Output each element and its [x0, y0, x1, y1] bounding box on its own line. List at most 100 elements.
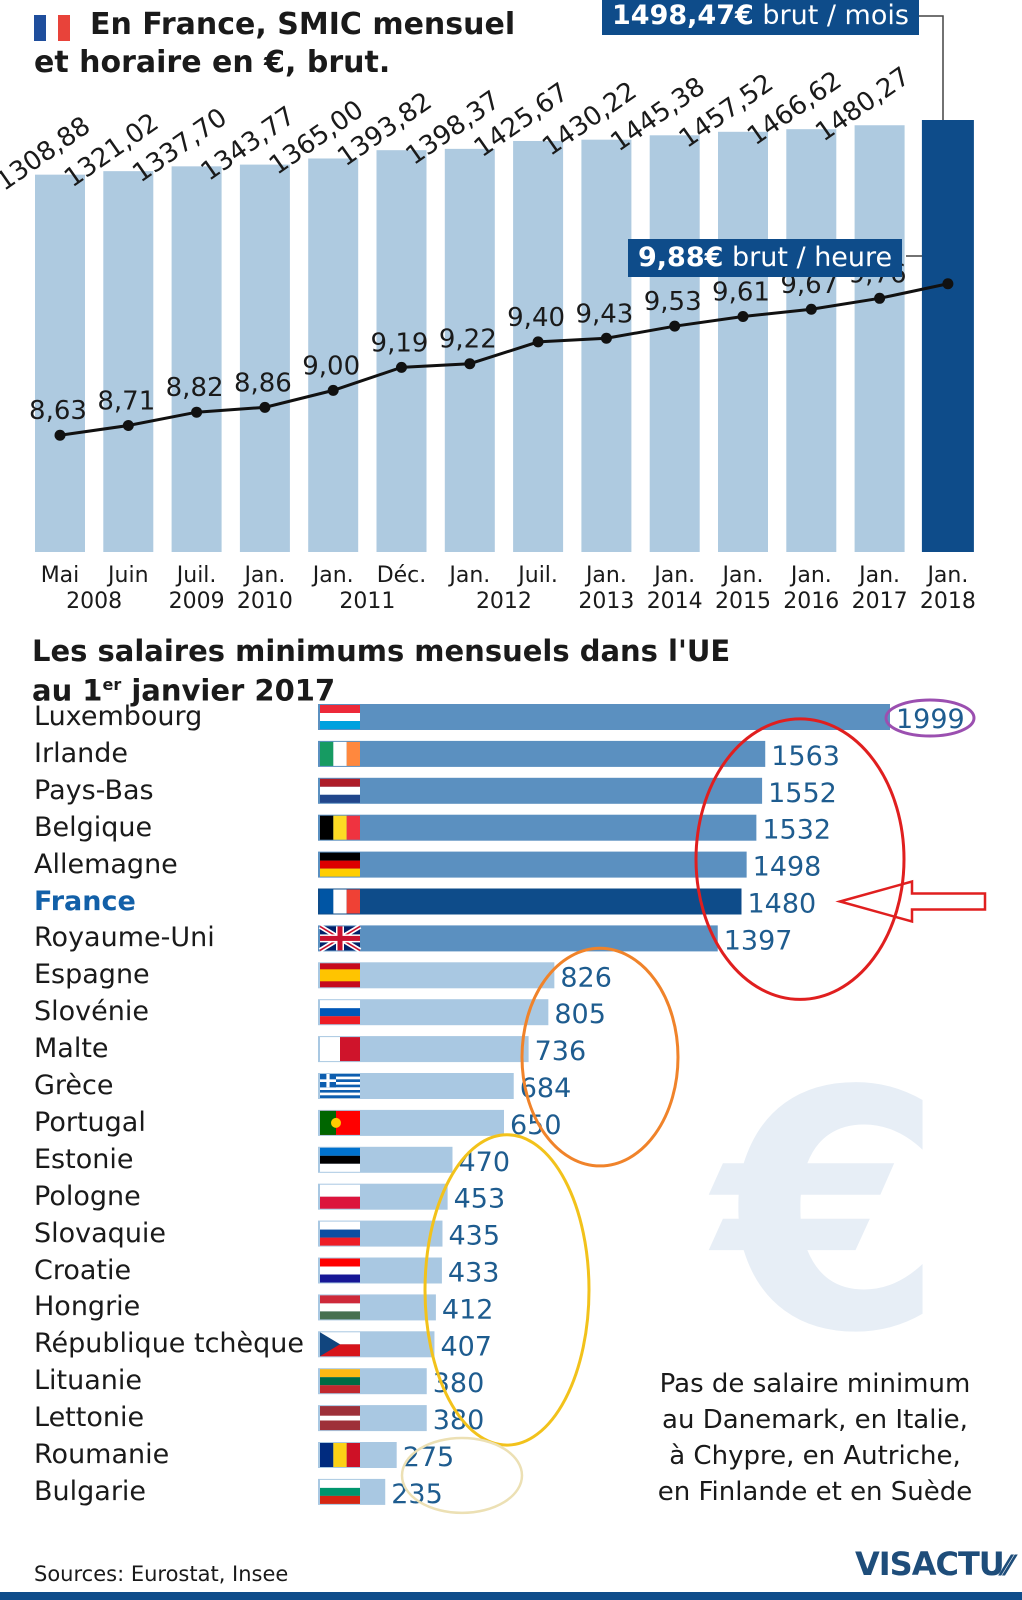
flag-stripe-red — [58, 15, 70, 41]
flag-stripe — [320, 969, 360, 982]
x-month-label: Jan. — [311, 563, 354, 588]
eu-country-label: Slovaquie — [34, 1217, 167, 1249]
smic-chart: 1308,881321,021337,701343,771365,001393,… — [0, 15, 976, 614]
eu-country-label: Malte — [34, 1033, 109, 1065]
flag-stripe — [320, 1076, 360, 1080]
x-month-label: Jan. — [857, 563, 900, 588]
flag-stripe — [320, 1110, 336, 1135]
eu-country-label: Lettonie — [34, 1402, 145, 1434]
logo-mark-icon: ⁄⁄ — [1003, 1549, 1012, 1582]
eu-value-label: 1552 — [768, 778, 837, 809]
eu-value-label: 1999 — [896, 704, 965, 735]
flag-icon — [320, 1074, 360, 1098]
monthly-callout-leader — [915, 15, 944, 120]
flag-stripe — [320, 705, 360, 713]
annotation-ellipse — [400, 1436, 524, 1515]
flag-stripe — [320, 1147, 360, 1156]
x-year-label: 2016 — [783, 589, 839, 614]
note-line1: Pas de salaire minimum — [659, 1369, 971, 1399]
eu-title-line2: au 1er janvier 2017 — [32, 668, 730, 708]
x-year-label: 2010 — [237, 589, 293, 614]
visactu-logo: VISACTU⁄⁄ — [855, 1545, 1012, 1583]
note-line2: au Danemark, en Italie, — [662, 1405, 968, 1435]
flag-stripe — [320, 1037, 340, 1062]
eu-country-label: Royaume-Uni — [34, 922, 215, 954]
monthly-callout-unit: brut / mois — [762, 0, 909, 31]
flag-stripe — [320, 1258, 360, 1267]
eu-country-label: France — [34, 885, 136, 917]
hourly-line — [59, 282, 949, 437]
flag-stripe — [320, 852, 360, 861]
flag-triangle — [320, 1332, 340, 1357]
eu-value-label: 1480 — [747, 889, 816, 920]
flag-icon — [320, 741, 360, 766]
eu-value-label: 380 — [433, 1405, 485, 1436]
x-month-label: Déc. — [377, 563, 427, 588]
hourly-value-label: 8,71 — [97, 387, 155, 417]
flag-stripe — [320, 1000, 360, 1009]
eu-country-label: Estonie — [34, 1143, 134, 1175]
x-month-label: Jan. — [789, 563, 832, 588]
flag-stripe — [320, 1295, 360, 1304]
flag-stripe — [320, 1266, 360, 1275]
x-month-label: Jan. — [721, 563, 764, 588]
x-year-label: 2012 — [476, 589, 532, 614]
x-year-label: 2013 — [578, 589, 634, 614]
flag-cross — [326, 1074, 330, 1088]
flag-icon — [320, 1406, 360, 1431]
hourly-point — [54, 429, 66, 441]
annotation-ellipse — [884, 698, 976, 738]
hourly-callout-value: 9,88€ — [638, 242, 724, 273]
eu-value-label: 826 — [560, 962, 612, 993]
chart-title-line1: En France, SMIC mensuel — [90, 7, 516, 42]
euro-watermark-icon: € — [715, 1021, 945, 1405]
eu-country-label: Hongrie — [34, 1291, 141, 1323]
x-month-label: Mai — [41, 563, 80, 588]
flag-stripe — [320, 1479, 360, 1488]
eu-country-label: Lituanie — [34, 1365, 143, 1397]
annotation-ellipse — [520, 946, 680, 1168]
flag-stripe — [320, 741, 334, 766]
flag-icon — [320, 1147, 360, 1172]
flag-icon — [320, 1295, 360, 1320]
hourly-point — [259, 401, 271, 413]
flag-icon — [320, 1369, 360, 1394]
eu-bar — [318, 777, 763, 804]
hourly-value-label: 9,00 — [302, 351, 360, 381]
flag-stripe — [320, 713, 360, 721]
flag-icon — [320, 815, 360, 840]
flag-icon — [320, 1037, 360, 1062]
flag-stripe — [320, 1163, 360, 1172]
eu-bar — [318, 888, 742, 915]
hourly-callout-unit: brut / heure — [732, 242, 893, 273]
eu-country-label: Grèce — [34, 1070, 114, 1101]
eu-title-line1: Les salaires minimums mensuels dans l'UE — [32, 634, 731, 668]
flag-icon — [320, 1000, 360, 1025]
eu-country-label: Pays-Bas — [34, 774, 154, 806]
flag-stripe — [333, 889, 347, 914]
flag-icon — [318, 924, 362, 953]
eu-value-label: 470 — [458, 1147, 510, 1178]
monthly-bar — [921, 120, 974, 552]
annotation-ellipse — [423, 1133, 591, 1447]
flag-icon — [320, 778, 360, 803]
monthly-bar — [171, 166, 222, 552]
flag-stripe — [340, 1037, 360, 1062]
hourly-value-label: 9,19 — [371, 328, 429, 358]
monthly-bar — [103, 171, 154, 552]
flag-stripe-blue — [34, 15, 46, 41]
monthly-bar — [239, 164, 290, 552]
monthly-callout-value: 1498,47€ — [612, 0, 754, 31]
flag-stripe — [320, 1274, 360, 1283]
eu-country-label: Slovénie — [34, 996, 149, 1028]
flag-icon — [320, 1110, 360, 1135]
monthly-bar — [376, 150, 427, 552]
hourly-value-label: 8,63 — [29, 396, 87, 426]
hourly-value-label: 8,86 — [234, 368, 292, 398]
eu-value-label: 433 — [448, 1258, 500, 1289]
hourly-value-label: 9,53 — [644, 287, 702, 317]
x-year-label: 2008 — [66, 589, 122, 614]
hourly-point — [874, 292, 886, 304]
eu-country-label: Pologne — [34, 1180, 141, 1212]
eu-section-title: Les salaires minimums mensuels dans l'UE… — [32, 634, 730, 708]
